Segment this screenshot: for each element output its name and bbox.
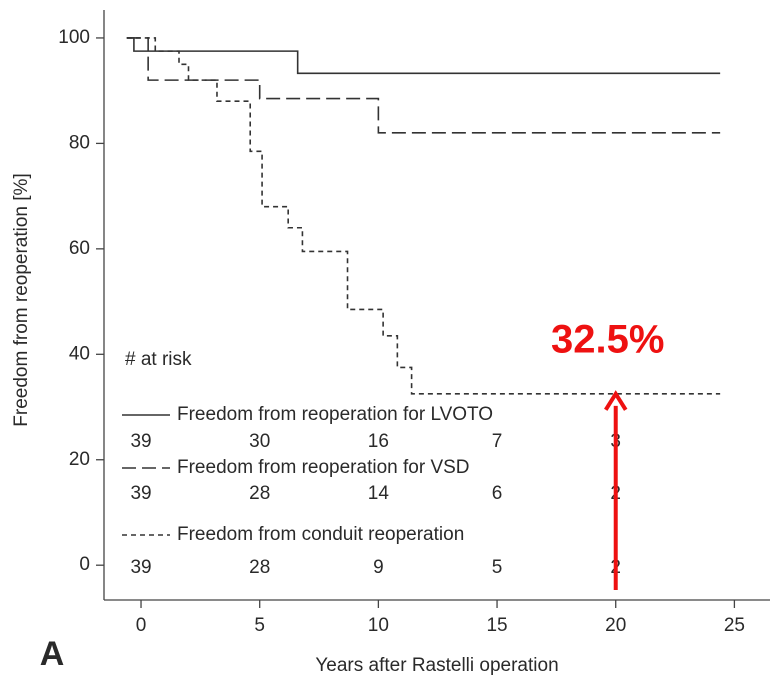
at-risk-count: 39 — [130, 431, 151, 452]
at-risk-count: 39 — [130, 557, 151, 578]
y-tick-label: 80 — [69, 132, 90, 153]
legend-label: Freedom from reoperation for LVOTO — [177, 404, 493, 425]
annotation-arrowhead — [604, 390, 628, 411]
at-risk-count: 28 — [249, 557, 270, 578]
at-risk-count: 30 — [249, 431, 270, 452]
survival-curve — [126, 37, 721, 134]
x-tick-label: 20 — [605, 615, 626, 636]
y-tick-label: 60 — [69, 238, 90, 259]
at-risk-count: 5 — [492, 557, 503, 578]
panel-label: A — [40, 635, 65, 673]
at-risk-count: 28 — [249, 483, 270, 504]
y-tick-label: 20 — [69, 449, 90, 470]
survival-curve — [126, 37, 721, 395]
x-tick-label: 15 — [486, 615, 507, 636]
y-tick-label: 0 — [79, 554, 90, 575]
y-tick-label: 100 — [58, 27, 90, 48]
y-tick-label: 40 — [69, 343, 90, 364]
legend-label: Freedom from conduit reoperation — [177, 524, 464, 545]
y-axis-label: Freedom from reoperation [%] — [11, 173, 32, 426]
legend-label: Freedom from reoperation for VSD — [177, 457, 470, 478]
at-risk-count: 16 — [368, 431, 389, 452]
at-risk-count: 6 — [492, 483, 503, 504]
at-risk-count: 39 — [130, 483, 151, 504]
x-tick-label: 5 — [254, 615, 265, 636]
at-risk-count: 14 — [368, 483, 390, 504]
survival-curve — [126, 37, 721, 75]
x-tick-label: 25 — [724, 615, 745, 636]
at-risk-title: # at risk — [125, 349, 192, 370]
x-tick-label: 10 — [368, 615, 389, 636]
at-risk-count: 9 — [373, 557, 384, 578]
x-tick-label: 0 — [136, 615, 147, 636]
at-risk-count: 7 — [492, 431, 503, 452]
annotation-text: 32.5% — [551, 317, 664, 361]
x-axis-label: Years after Rastelli operation — [315, 655, 558, 676]
